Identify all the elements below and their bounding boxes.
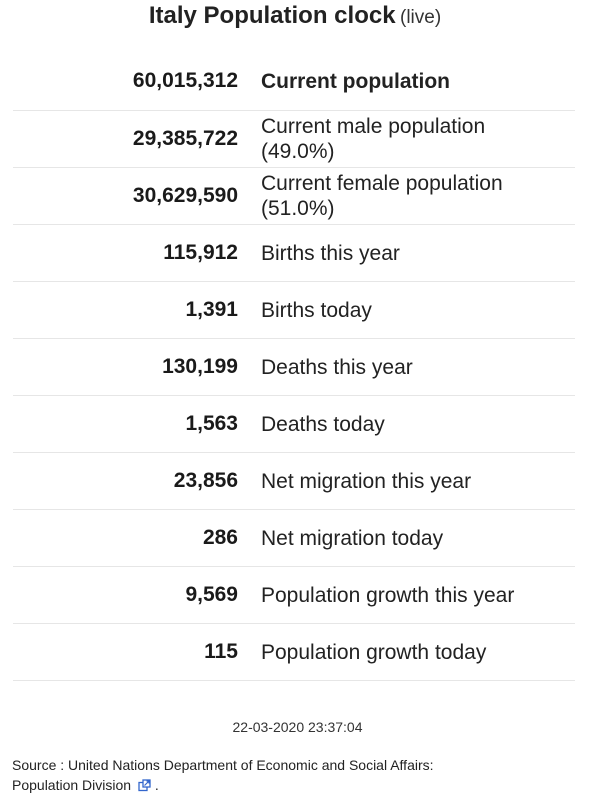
stat-label: Population growth this year <box>261 583 515 607</box>
source-suffix: . <box>154 777 159 793</box>
stat-label: Births this year <box>261 241 400 265</box>
stat-value: 115,912 <box>163 241 238 264</box>
population-stats-table: 60,015,312 Current population 29,385,722… <box>13 52 575 681</box>
stat-row-births-this-year: 115,912 Births this year <box>13 225 575 282</box>
stat-row-population-growth-this-year: 9,569 Population growth this year <box>13 567 575 624</box>
stat-value: 1,563 <box>185 412 238 435</box>
stat-value: 115 <box>204 640 238 663</box>
source-link[interactable]: Population Division <box>12 777 155 793</box>
last-updated-timestamp: 22-03-2020 23:37:04 <box>232 719 363 735</box>
stat-label: Current population <box>261 69 450 93</box>
source-link-text: Population Division <box>12 777 132 793</box>
stat-label: Current female population <box>261 172 503 195</box>
stat-value: 23,856 <box>173 469 238 492</box>
stat-label-percent: (51.0%) <box>261 197 335 220</box>
source-attribution: Source : United Nations Department of Ec… <box>12 755 552 797</box>
stat-row-deaths-this-year: 130,199 Deaths this year <box>13 339 575 396</box>
stat-value: 29,385,722 <box>132 127 238 150</box>
stat-row-net-migration-today: 286 Net migration today <box>13 510 575 567</box>
stat-row-current-population: 60,015,312 Current population <box>13 52 575 111</box>
stat-row-female-population: 30,629,590 Current female population (51… <box>13 168 575 225</box>
stat-label: Population growth today <box>261 640 487 664</box>
stat-row-births-today: 1,391 Births today <box>13 282 575 339</box>
stat-row-net-migration-this-year: 23,856 Net migration this year <box>13 453 575 510</box>
external-link-icon <box>138 777 151 797</box>
title-text: Italy Population clock <box>148 2 396 29</box>
stat-label: Net migration this year <box>261 469 472 493</box>
stat-row-deaths-today: 1,563 Deaths today <box>13 396 575 453</box>
stat-value: 60,015,312 <box>132 69 238 92</box>
stat-value: 30,629,590 <box>132 184 238 207</box>
stat-label: Births today <box>261 298 372 322</box>
stat-label: Deaths today <box>261 412 385 436</box>
stat-row-population-growth-today: 115 Population growth today <box>13 624 575 681</box>
live-indicator: (live) <box>400 7 442 28</box>
stat-label: Deaths this year <box>261 355 413 379</box>
stat-label-percent: (49.0%) <box>261 140 335 163</box>
stat-row-male-population: 29,385,722 Current male population (49.0… <box>13 111 575 168</box>
stat-value: 130,199 <box>162 355 238 378</box>
stat-label-block: Current female population (51.0%) <box>238 171 575 221</box>
stat-value: 286 <box>202 526 238 549</box>
page-title: Italy Population clock (live) <box>0 2 590 30</box>
stat-label: Net migration today <box>261 526 444 550</box>
stat-label-block: Current male population (49.0%) <box>238 114 575 164</box>
source-prefix: Source : United Nations Department of Ec… <box>12 757 434 773</box>
stat-label: Current male population <box>261 115 486 138</box>
stat-value: 1,391 <box>185 298 238 321</box>
stat-value: 9,569 <box>185 583 238 606</box>
